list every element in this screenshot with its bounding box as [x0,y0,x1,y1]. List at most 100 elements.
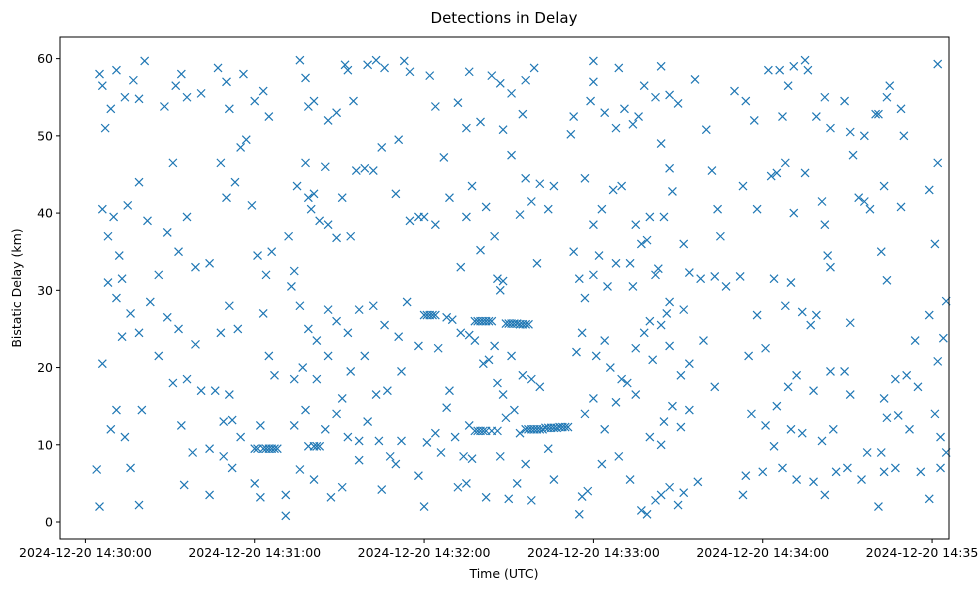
data-point [120,432,130,442]
data-point [910,336,920,345]
data-point [264,351,274,361]
data-point [182,92,192,102]
data-point [323,220,333,230]
y-tick-label: 20 [37,360,53,375]
data-point [826,262,835,272]
data-point [430,428,440,438]
y-tick-label: 10 [37,437,53,452]
data-point [445,193,454,203]
data-point [876,448,886,457]
data-point [665,482,675,492]
data-point [154,270,164,280]
data-point [656,490,666,500]
data-point [797,307,807,317]
data-point [642,235,652,245]
data-point [809,477,818,487]
data-point [936,463,945,473]
data-point [433,343,443,353]
data-point [820,220,830,230]
data-point [840,96,850,106]
data-point [320,424,330,434]
data-point [239,69,248,79]
data-point [738,181,748,191]
data-point [354,436,364,446]
data-point [783,382,793,392]
data-point [710,382,720,392]
data-point [905,424,914,434]
data-point [656,139,666,149]
data-point [241,135,251,145]
data-point [701,125,711,135]
data-point [645,432,655,442]
data-point [588,77,598,87]
data-point [936,432,945,442]
data-point [515,210,525,220]
data-point [349,96,358,106]
data-point [563,422,573,432]
data-point [890,374,900,384]
data-point [413,341,423,351]
data-point [588,394,598,403]
data-point [498,125,508,135]
data-point [264,112,274,121]
data-point [295,55,305,65]
data-point [549,475,559,484]
data-point [112,293,121,303]
data-point [854,193,864,203]
data-point [332,409,342,419]
data-point [103,231,113,241]
data-point [586,96,596,106]
data-point [625,258,635,268]
data-point [879,181,889,191]
data-point [442,403,452,413]
data-point [397,436,406,446]
data-point [182,212,192,222]
data-point [292,181,302,191]
data-point [213,63,223,73]
data-point [529,63,539,73]
data-point [882,275,892,285]
data-point [442,312,452,322]
data-point [645,316,655,326]
data-point [507,150,516,160]
data-point [811,112,821,121]
data-point [303,193,313,203]
data-point [137,405,147,415]
data-point [97,81,107,91]
data-point [526,197,536,206]
data-point [826,366,835,376]
data-point [924,185,934,195]
data-point [896,104,906,114]
data-point [205,490,215,500]
data-point [453,482,463,492]
data-point [665,90,675,100]
data-point [600,336,610,345]
data-point [938,333,948,343]
data-point [289,374,299,384]
data-point [676,370,686,380]
data-point [560,422,570,432]
data-point [402,297,412,307]
data-point [476,245,485,255]
data-point [391,189,401,199]
data-point [916,467,926,477]
data-point [368,301,378,311]
y-tick-label: 40 [37,206,53,221]
data-point [487,71,497,81]
data-point [450,432,460,442]
data-point [154,351,164,361]
data-point [874,109,883,119]
data-point [174,324,183,334]
data-point [845,390,855,400]
data-point [484,355,494,365]
data-point [809,386,818,396]
data-point [236,432,246,442]
data-point [789,208,799,218]
data-point [574,509,584,519]
data-point [490,341,500,351]
data-point [332,108,342,118]
data-point [301,158,310,168]
data-point [890,463,900,473]
data-point [109,212,119,222]
